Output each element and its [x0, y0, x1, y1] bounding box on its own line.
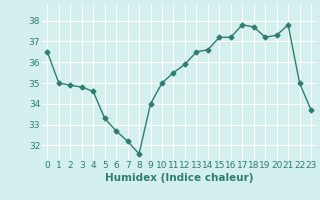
X-axis label: Humidex (Indice chaleur): Humidex (Indice chaleur): [105, 173, 253, 183]
